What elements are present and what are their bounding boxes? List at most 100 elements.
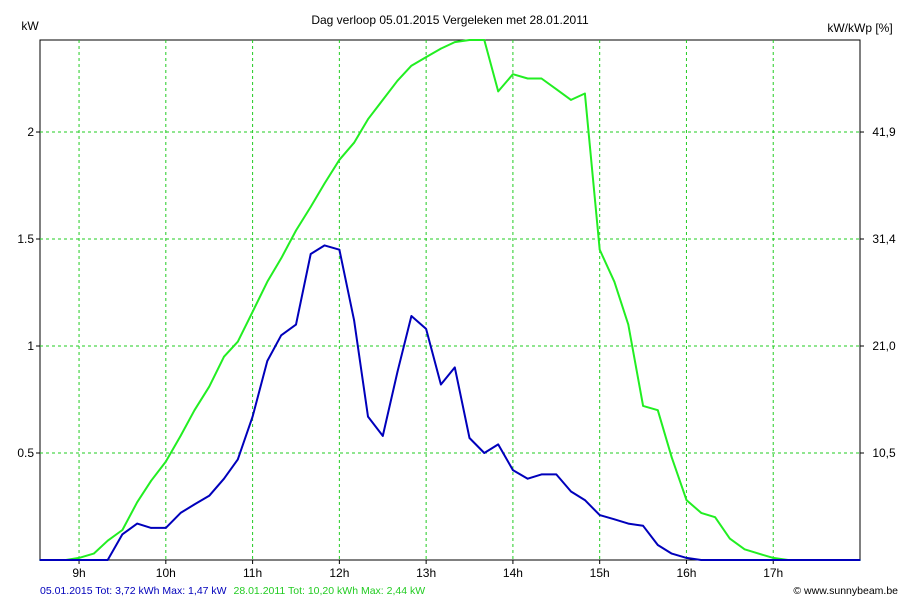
y2-tick-label: 21,0	[872, 339, 896, 353]
data-point-05-01-2015	[787, 559, 789, 561]
data-point-28-01-2011	[685, 499, 688, 501]
plot-area	[39, 39, 861, 561]
data-point-05-01-2015	[497, 443, 500, 446]
data-point-05-01-2015	[657, 544, 659, 546]
data-point-05-01-2015	[136, 522, 138, 525]
data-point-05-01-2015	[309, 253, 312, 255]
x-tick-label: 12h	[329, 566, 349, 580]
series-layer	[39, 39, 861, 561]
data-point-05-01-2015	[613, 518, 616, 521]
data-point-28-01-2011	[670, 456, 673, 459]
y-axis-right-label: kW/kWp [%]	[827, 21, 892, 35]
x-tick-label: 9h	[72, 566, 85, 580]
data-point-28-01-2011	[657, 409, 659, 412]
data-point-05-01-2015	[830, 559, 833, 561]
data-point-05-01-2015	[584, 499, 586, 501]
data-point-28-01-2011	[440, 47, 442, 50]
data-point-28-01-2011	[425, 56, 427, 58]
legend-2015: 05.01.2015 Tot: 3,72 kWh Max: 1,47 kW	[40, 585, 227, 597]
data-point-05-01-2015	[844, 559, 846, 561]
data-point-28-01-2011	[454, 41, 456, 43]
data-point-05-01-2015	[39, 559, 41, 561]
data-point-28-01-2011	[642, 405, 644, 407]
data-point-28-01-2011	[237, 340, 239, 343]
data-point-28-01-2011	[309, 206, 312, 208]
data-point-28-01-2011	[251, 311, 254, 313]
data-point-28-01-2011	[223, 355, 225, 358]
data-point-05-01-2015	[772, 559, 774, 561]
data-point-28-01-2011	[121, 529, 124, 531]
data-point-05-01-2015	[483, 452, 486, 454]
grid-lines	[36, 40, 864, 564]
data-point-05-01-2015	[642, 525, 644, 527]
data-point-28-01-2011	[512, 73, 514, 75]
data-point-05-01-2015	[382, 435, 384, 437]
data-point-05-01-2015	[598, 514, 601, 516]
data-point-28-01-2011	[382, 99, 384, 101]
data-point-05-01-2015	[757, 559, 760, 561]
x-tick-label: 10h	[156, 566, 176, 580]
data-point-05-01-2015	[801, 559, 803, 561]
data-point-05-01-2015	[179, 512, 182, 514]
data-point-28-01-2011	[729, 537, 731, 540]
data-point-28-01-2011	[613, 281, 616, 283]
data-point-05-01-2015	[106, 559, 109, 561]
data-point-28-01-2011	[627, 323, 630, 326]
data-point-05-01-2015	[338, 248, 341, 251]
data-point-28-01-2011	[497, 90, 500, 93]
data-point-28-01-2011	[526, 77, 529, 80]
data-point-28-01-2011	[483, 39, 486, 41]
data-point-05-01-2015	[714, 559, 716, 561]
data-point-05-01-2015	[555, 473, 558, 476]
data-point-05-01-2015	[425, 328, 427, 330]
x-tick-label: 14h	[503, 566, 523, 580]
data-point-05-01-2015	[700, 559, 702, 561]
data-point-28-01-2011	[208, 385, 210, 388]
data-point-05-01-2015	[729, 559, 731, 561]
data-point-28-01-2011	[584, 92, 586, 95]
data-point-05-01-2015	[165, 527, 167, 529]
data-point-28-01-2011	[136, 501, 138, 504]
data-point-28-01-2011	[150, 480, 152, 482]
data-point-28-01-2011	[598, 248, 601, 251]
y-tick-label: 1.5	[17, 232, 34, 246]
x-tick-label: 16h	[676, 566, 696, 580]
data-point-28-01-2011	[106, 539, 109, 542]
data-point-05-01-2015	[526, 477, 529, 480]
data-point-05-01-2015	[512, 469, 514, 471]
data-point-05-01-2015	[743, 559, 746, 561]
data-point-05-01-2015	[280, 334, 283, 337]
data-point-28-01-2011	[179, 435, 182, 437]
y2-tick-label: 31,4	[872, 232, 896, 246]
data-point-28-01-2011	[353, 141, 355, 144]
data-point-05-01-2015	[685, 557, 688, 559]
legend-item: 05.01.2015 Tot: 3,72 kWh Max: 1,47 kW 28…	[40, 585, 425, 597]
y-tick-label: 2	[27, 125, 34, 139]
data-point-28-01-2011	[338, 159, 341, 161]
data-point-28-01-2011	[714, 516, 716, 518]
data-point-28-01-2011	[280, 257, 283, 260]
data-point-28-01-2011	[295, 229, 297, 232]
data-point-28-01-2011	[410, 64, 413, 67]
data-point-28-01-2011	[93, 552, 95, 555]
data-point-28-01-2011	[540, 77, 543, 80]
data-point-28-01-2011	[165, 460, 167, 463]
data-point-05-01-2015	[150, 527, 152, 529]
data-point-05-01-2015	[440, 383, 442, 386]
series-line-05-01-2015	[40, 244, 860, 561]
data-point-28-01-2011	[468, 39, 471, 41]
data-point-05-01-2015	[78, 559, 80, 561]
data-point-05-01-2015	[323, 244, 326, 247]
data-point-05-01-2015	[353, 319, 355, 322]
x-tick-label: 13h	[416, 566, 436, 580]
chart-title: Dag verloop 05.01.2015 Vergeleken met 28…	[311, 13, 589, 27]
data-point-05-01-2015	[93, 559, 95, 561]
data-point-28-01-2011	[396, 79, 399, 82]
data-point-05-01-2015	[540, 473, 543, 476]
legend-2011: 28.01.2011 Tot: 10,20 kWh Max: 2,44 kW	[234, 585, 426, 597]
data-point-05-01-2015	[454, 366, 456, 369]
y-axis-left-label: kW	[21, 19, 39, 33]
data-point-05-01-2015	[670, 552, 673, 555]
data-point-05-01-2015	[859, 559, 861, 561]
data-point-28-01-2011	[367, 118, 369, 120]
